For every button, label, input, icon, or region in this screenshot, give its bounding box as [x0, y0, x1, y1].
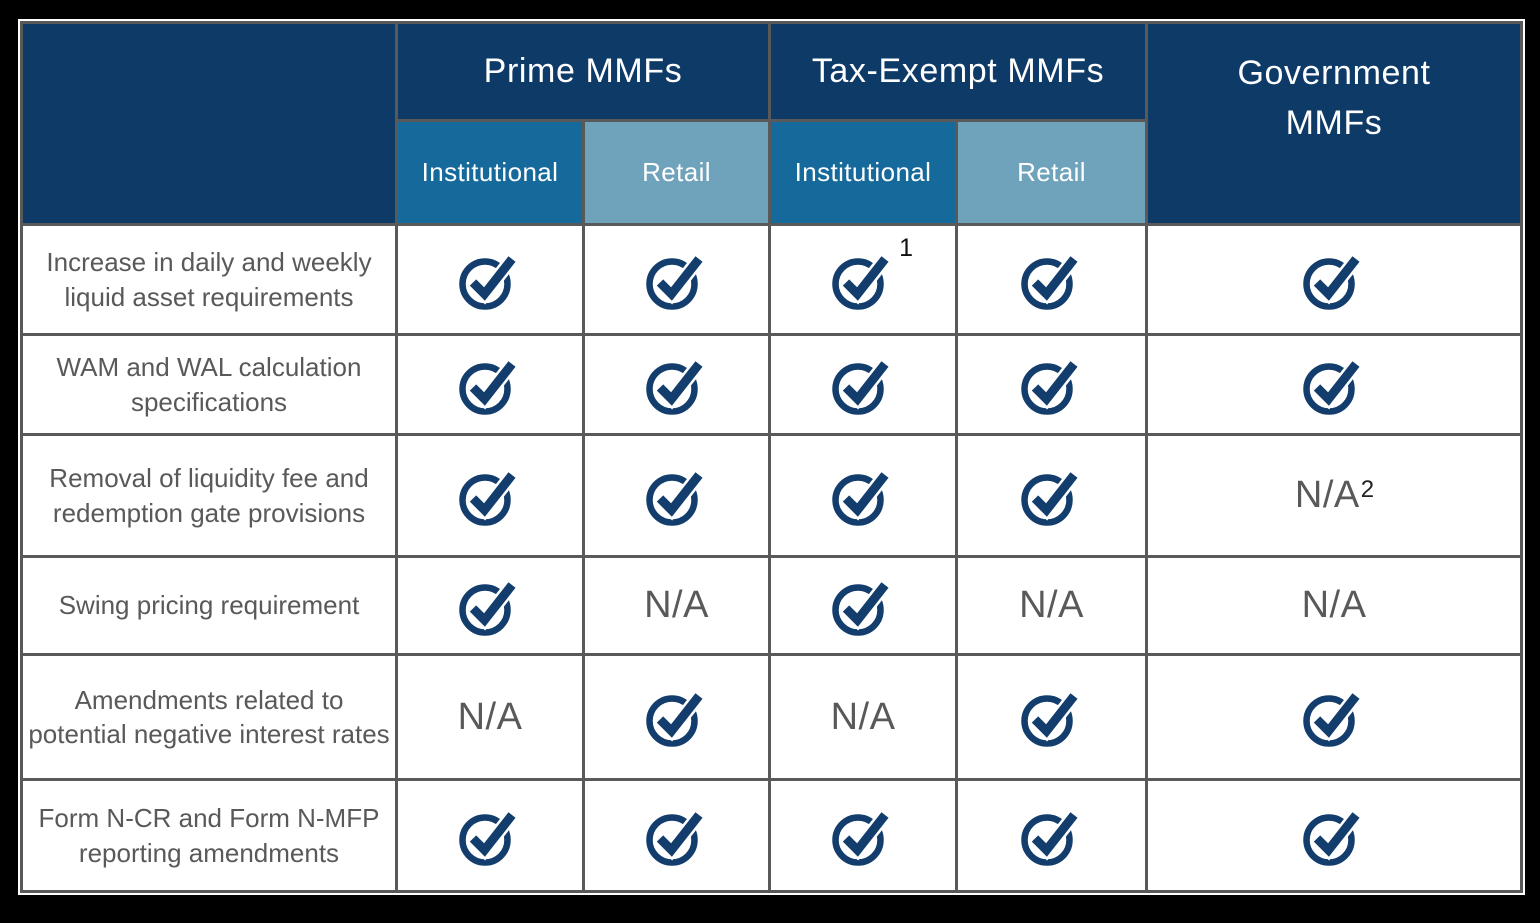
subheader-tax-exempt-retail: Retail	[954, 119, 1149, 226]
subheader-prime-retail: Retail	[582, 119, 771, 226]
check-cell	[768, 778, 958, 893]
check-circle-icon	[645, 248, 709, 312]
check-cell: 1	[768, 223, 958, 336]
check-cell	[768, 555, 958, 656]
row-label: Swing pricing requirement	[20, 555, 398, 656]
na-cell: N/A	[1145, 555, 1524, 656]
table-row: Increase in daily and weekly liquid asse…	[20, 223, 1524, 336]
check-circle-icon	[831, 353, 895, 417]
check-circle-icon	[1020, 248, 1084, 312]
check-circle-icon	[645, 804, 709, 868]
check-cell	[582, 433, 771, 558]
subheader-tax-exempt-institutional: Institutional	[768, 119, 958, 226]
check-cell	[582, 333, 771, 436]
check-circle-icon	[1302, 248, 1366, 312]
table-body: Increase in daily and weekly liquid asse…	[20, 223, 1524, 893]
na-label: N/A	[1294, 474, 1360, 516]
check-cell	[1145, 223, 1524, 336]
check-circle-icon	[645, 464, 709, 528]
check-cell	[1145, 653, 1524, 781]
footnote-superscript: 2	[1360, 475, 1375, 503]
na-cell: N/A	[582, 555, 771, 656]
row-label: Increase in daily and weekly liquid asse…	[20, 223, 398, 336]
check-cell	[395, 778, 585, 893]
check-cell	[582, 653, 771, 781]
check-circle-icon	[831, 464, 895, 528]
table-row: Amendments related to potential negative…	[20, 653, 1524, 781]
check-cell	[395, 223, 585, 336]
check-cell	[395, 433, 585, 558]
row-label: Amendments related to potential negative…	[20, 653, 398, 781]
check-circle-icon	[458, 248, 522, 312]
check-cell	[954, 333, 1149, 436]
table-row: WAM and WAL calculation specifications	[20, 333, 1524, 436]
na-cell: N/A	[395, 653, 585, 781]
footnote-superscript: 1	[899, 233, 913, 262]
government-mmfs-label: Government MMFs	[1237, 54, 1431, 142]
mmf-comparison-table: Prime MMFs Tax-Exempt MMFs Government MM…	[17, 19, 1526, 895]
na-label: N/A	[644, 584, 709, 626]
check-circle-icon	[458, 804, 522, 868]
check-circle-icon	[458, 574, 522, 638]
check-cell	[954, 653, 1149, 781]
check-cell	[768, 433, 958, 558]
check-circle-icon	[831, 574, 895, 638]
column-group-tax-exempt-mmfs: Tax-Exempt MMFs	[767, 21, 1149, 122]
check-circle-icon	[645, 685, 709, 749]
check-circle-icon	[831, 804, 895, 868]
na-label: N/A	[457, 695, 523, 738]
check-cell	[954, 223, 1149, 336]
row-label: Form N-CR and Form N-MFP reporting amend…	[20, 778, 398, 893]
table-row: Removal of liquidity fee and redemption …	[20, 433, 1524, 558]
check-cell	[582, 223, 771, 336]
check-cell	[954, 778, 1149, 893]
check-circle-icon	[1020, 353, 1084, 417]
check-circle-icon	[1020, 804, 1084, 868]
check-circle-icon	[1020, 685, 1084, 749]
check-cell	[1145, 333, 1524, 436]
check-cell	[395, 333, 585, 436]
check-cell	[1145, 778, 1524, 893]
check-cell	[395, 555, 585, 656]
table-row: Swing pricing requirement N/A N/A N/A	[20, 555, 1524, 656]
na-label: N/A	[830, 695, 896, 738]
corner-cell	[20, 21, 398, 226]
table-row: Form N-CR and Form N-MFP reporting amend…	[20, 778, 1524, 893]
check-cell	[582, 778, 771, 893]
check-circle-icon	[1302, 353, 1366, 417]
na-label: N/A	[1019, 584, 1084, 626]
row-label: Removal of liquidity fee and redemption …	[20, 433, 398, 558]
check-cell	[768, 333, 958, 436]
check-circle-icon	[458, 464, 522, 528]
check-circle-icon	[1302, 804, 1366, 868]
na-cell: N/A	[768, 653, 958, 781]
column-group-government-mmfs: Government MMFs	[1145, 21, 1524, 226]
na-cell: N/A2	[1145, 433, 1524, 558]
check-circle-icon	[1302, 685, 1366, 749]
column-group-prime-mmfs: Prime MMFs	[395, 21, 771, 122]
na-cell: N/A	[954, 555, 1149, 656]
check-cell	[954, 433, 1149, 558]
subheader-prime-institutional: Institutional	[395, 119, 585, 226]
table-header: Prime MMFs Tax-Exempt MMFs Government MM…	[20, 21, 1524, 226]
check-circle-icon	[645, 353, 709, 417]
check-circle-icon	[1020, 464, 1084, 528]
check-circle-icon: 1	[831, 235, 913, 312]
check-circle-icon	[458, 353, 522, 417]
na-label: N/A	[1301, 584, 1367, 626]
row-label: WAM and WAL calculation specifications	[20, 333, 398, 436]
